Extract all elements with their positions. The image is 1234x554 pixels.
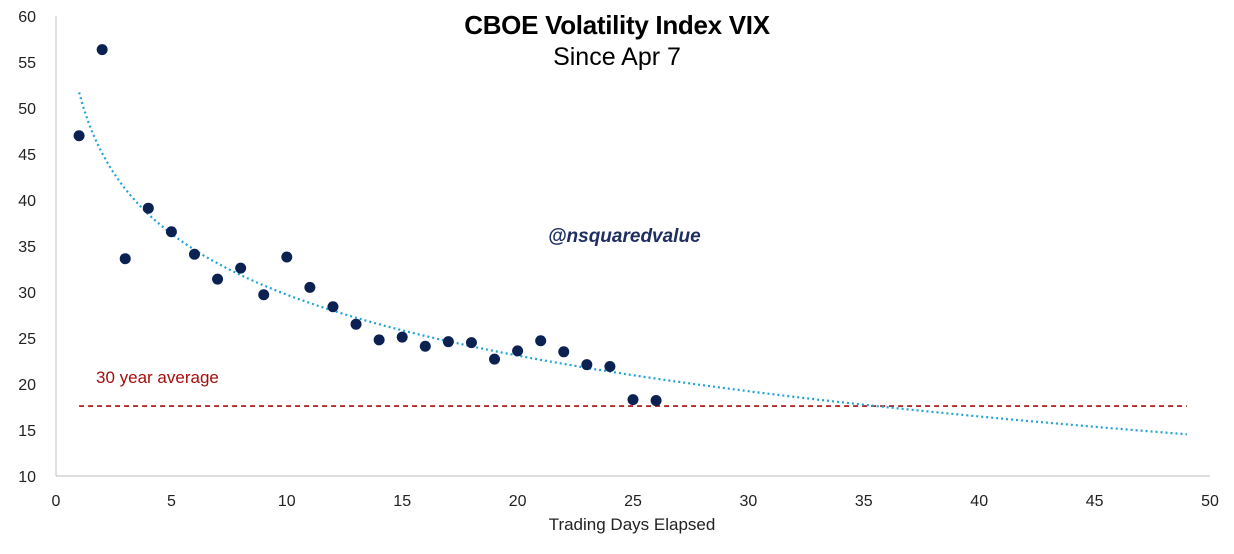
x-tick-label: 5: [167, 493, 176, 510]
data-point: [535, 335, 547, 347]
x-tick-label: 15: [393, 493, 411, 510]
data-point: [212, 273, 224, 285]
x-tick-label: 0: [52, 493, 61, 510]
data-point: [304, 281, 316, 293]
x-tick-label: 40: [970, 493, 988, 510]
data-point: [373, 334, 385, 346]
x-tick-label: 35: [855, 493, 873, 510]
data-point: [396, 331, 408, 343]
data-point: [558, 346, 570, 358]
data-point: [650, 395, 662, 407]
data-point: [581, 359, 593, 371]
data-point: [512, 345, 524, 357]
y-tick-label: 10: [18, 469, 36, 486]
y-tick-label: 30: [18, 285, 36, 302]
y-tick-label: 40: [18, 193, 36, 210]
data-point: [165, 226, 177, 238]
trendline: [78, 92, 1187, 436]
y-tick-label: 15: [18, 423, 36, 440]
data-point: [350, 318, 362, 330]
y-tick-label: 50: [18, 101, 36, 118]
y-tick-label: 55: [18, 55, 36, 72]
y-tick-label: 35: [18, 239, 36, 256]
axes: [55, 16, 1210, 477]
data-point: [142, 202, 154, 214]
x-tick-label: 20: [509, 493, 527, 510]
y-tick-label: 45: [18, 147, 36, 164]
watermark-handle: @nsquaredvalue: [548, 226, 701, 247]
data-point: [627, 394, 639, 406]
data-points: [73, 44, 662, 407]
data-point: [96, 44, 108, 56]
x-tick-label: 10: [278, 493, 296, 510]
data-point: [258, 289, 270, 301]
data-point: [327, 301, 339, 313]
data-point: [604, 361, 616, 373]
average-line-label: 30 year average: [96, 368, 219, 387]
data-point: [73, 130, 85, 142]
x-axis-label: Trading Days Elapsed: [548, 515, 716, 534]
y-tick-label: 20: [18, 377, 36, 394]
y-tick-label: 60: [18, 9, 36, 26]
data-point: [281, 251, 293, 263]
x-tick-label: 30: [740, 493, 758, 510]
data-point: [489, 353, 501, 365]
chart-title: CBOE Volatility Index VIX: [464, 10, 770, 40]
data-point: [419, 340, 431, 352]
x-tick-label: 45: [1086, 493, 1104, 510]
data-point: [465, 337, 477, 349]
tick-labels: 10 15 20 25 30 35 40 45 50 55 60 0 5 10 15 20 25 30 35 40 45…: [18, 9, 1219, 510]
x-tick-label: 25: [624, 493, 642, 510]
chart-subtitle: Since Apr 7: [553, 43, 681, 71]
data-point: [235, 262, 247, 274]
data-point: [119, 253, 131, 265]
y-tick-label: 25: [18, 331, 36, 348]
trendline-group: [78, 92, 1187, 436]
data-point: [442, 336, 454, 348]
x-tick-label: 50: [1201, 493, 1219, 510]
data-point: [188, 248, 200, 260]
